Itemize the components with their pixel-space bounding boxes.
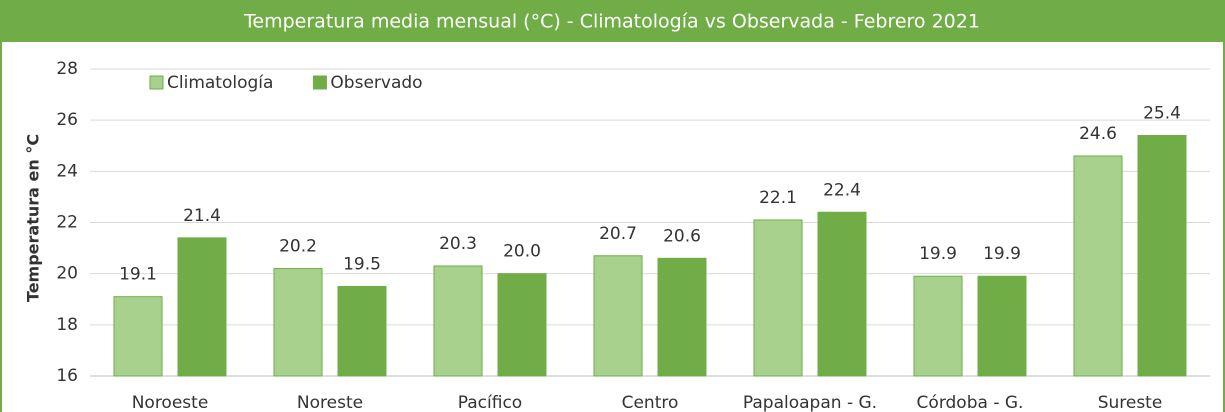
x-tick-label: Córdoba - G. [917, 393, 1024, 412]
value-label: 19.9 [919, 244, 957, 264]
y-tick-label: 16 [56, 366, 78, 386]
y-axis-label: Temperatura en °C [24, 134, 43, 302]
value-label: 22.1 [759, 188, 797, 208]
bar [817, 211, 867, 377]
bar [113, 296, 163, 377]
value-label: 24.6 [1079, 124, 1117, 144]
value-label: 22.4 [823, 180, 861, 200]
bar [497, 273, 547, 377]
x-tick-label: Pacífico [458, 393, 522, 412]
bar [1073, 155, 1123, 377]
value-label: 20.3 [439, 234, 477, 254]
y-tick-label: 18 [56, 315, 78, 335]
value-label: 19.5 [343, 254, 381, 274]
value-label: 25.4 [1143, 104, 1181, 124]
bar [593, 255, 643, 377]
value-label: 20.6 [663, 226, 701, 246]
legend-swatch [149, 75, 164, 90]
bar [657, 257, 707, 377]
bar [753, 219, 803, 377]
value-label: 20.2 [279, 237, 317, 257]
bar [177, 237, 227, 377]
x-tick-label: Papaloapan - G. [743, 393, 877, 412]
x-tick-label: Noreste [297, 393, 363, 412]
x-tick-label: Centro [622, 393, 679, 412]
y-tick-label: 20 [56, 264, 78, 284]
bar [273, 268, 323, 377]
y-tick-label: 28 [56, 59, 78, 79]
value-label: 19.1 [119, 265, 157, 285]
bar [337, 285, 387, 377]
chart-title: Temperatura media mensual (°C) - Climato… [243, 11, 980, 33]
y-tick-label: 24 [56, 161, 78, 181]
x-tick-label: Sureste [1098, 393, 1163, 412]
x-tick-label: Noroeste [132, 393, 209, 412]
y-tick-label: 22 [56, 213, 78, 233]
legend-label: Climatología [167, 73, 273, 93]
bar [433, 265, 483, 377]
value-label: 20.7 [599, 224, 637, 244]
title-band [0, 0, 1225, 42]
value-label: 19.9 [983, 244, 1021, 264]
y-tick-label: 26 [56, 110, 78, 130]
legend-label: Observado [330, 73, 422, 93]
value-label: 21.4 [183, 206, 221, 226]
bar [1137, 135, 1187, 377]
bar [913, 275, 963, 377]
legend-swatch [312, 75, 327, 90]
bar [977, 275, 1027, 377]
value-label: 20.0 [503, 242, 541, 262]
